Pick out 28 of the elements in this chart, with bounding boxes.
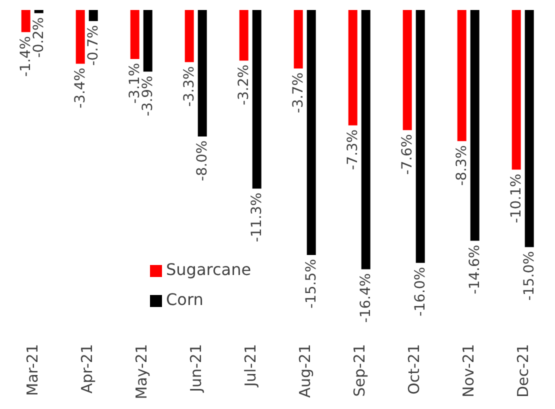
data-label: -11.3%	[248, 192, 265, 242]
data-label: -15.5%	[303, 258, 320, 309]
legend-label: Sugarcane	[166, 260, 252, 279]
data-label: -3.2%	[236, 64, 252, 106]
x-tick-label: Aug-21	[296, 344, 314, 398]
data-label: -0.7%	[85, 25, 102, 66]
data-label: -7.3%	[344, 129, 361, 170]
data-label: -16.0%	[412, 266, 428, 316]
x-tick-label: Sep-21	[350, 344, 368, 397]
data-label: -8.0%	[194, 140, 210, 182]
data-label: -15.0%	[521, 251, 538, 301]
x-tick-label: Dec-21	[514, 344, 532, 398]
data-label: -3.4%	[72, 68, 88, 108]
data-label: -7.6%	[399, 134, 416, 175]
x-tick-label: Oct-21	[404, 344, 423, 394]
data-label: -3.3%	[181, 66, 198, 107]
data-label: -8.3%	[454, 145, 470, 186]
x-tick-label: Nov-21	[459, 344, 478, 398]
legend-label: Corn	[166, 290, 204, 309]
data-label: -3.7%	[290, 72, 306, 114]
data-label: -16.4%	[358, 273, 374, 323]
x-tick-label: Apr-21	[78, 344, 96, 394]
x-tick-label: Mar-21	[23, 344, 42, 396]
x-tick-label: May-21	[132, 344, 150, 400]
x-tick-label: Jul-21	[241, 344, 260, 388]
x-tick-label: Jun-21	[186, 344, 205, 393]
data-label: -14.6%	[466, 244, 483, 294]
data-label: -10.1%	[508, 174, 524, 224]
